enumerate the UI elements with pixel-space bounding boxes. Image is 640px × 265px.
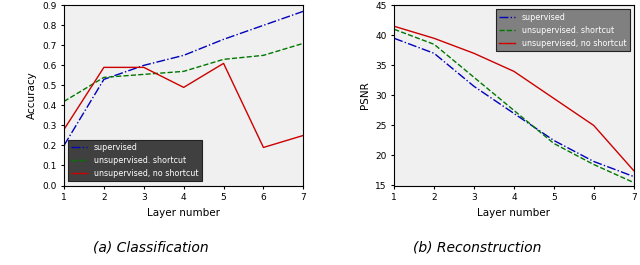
Text: (b) Reconstruction: (b) Reconstruction bbox=[413, 241, 541, 255]
X-axis label: Layer number: Layer number bbox=[147, 208, 220, 218]
Legend: supervised, unsupervised. shortcut, unsupervised, no shortcut: supervised, unsupervised. shortcut, unsu… bbox=[68, 140, 202, 182]
Text: (a) Classification: (a) Classification bbox=[93, 241, 208, 255]
Y-axis label: PSNR: PSNR bbox=[360, 82, 369, 109]
Y-axis label: Accuracy: Accuracy bbox=[26, 72, 36, 119]
Legend: supervised, unsupervised. shortcut, unsupervised, no shortcut: supervised, unsupervised. shortcut, unsu… bbox=[496, 9, 630, 51]
X-axis label: Layer number: Layer number bbox=[477, 208, 550, 218]
